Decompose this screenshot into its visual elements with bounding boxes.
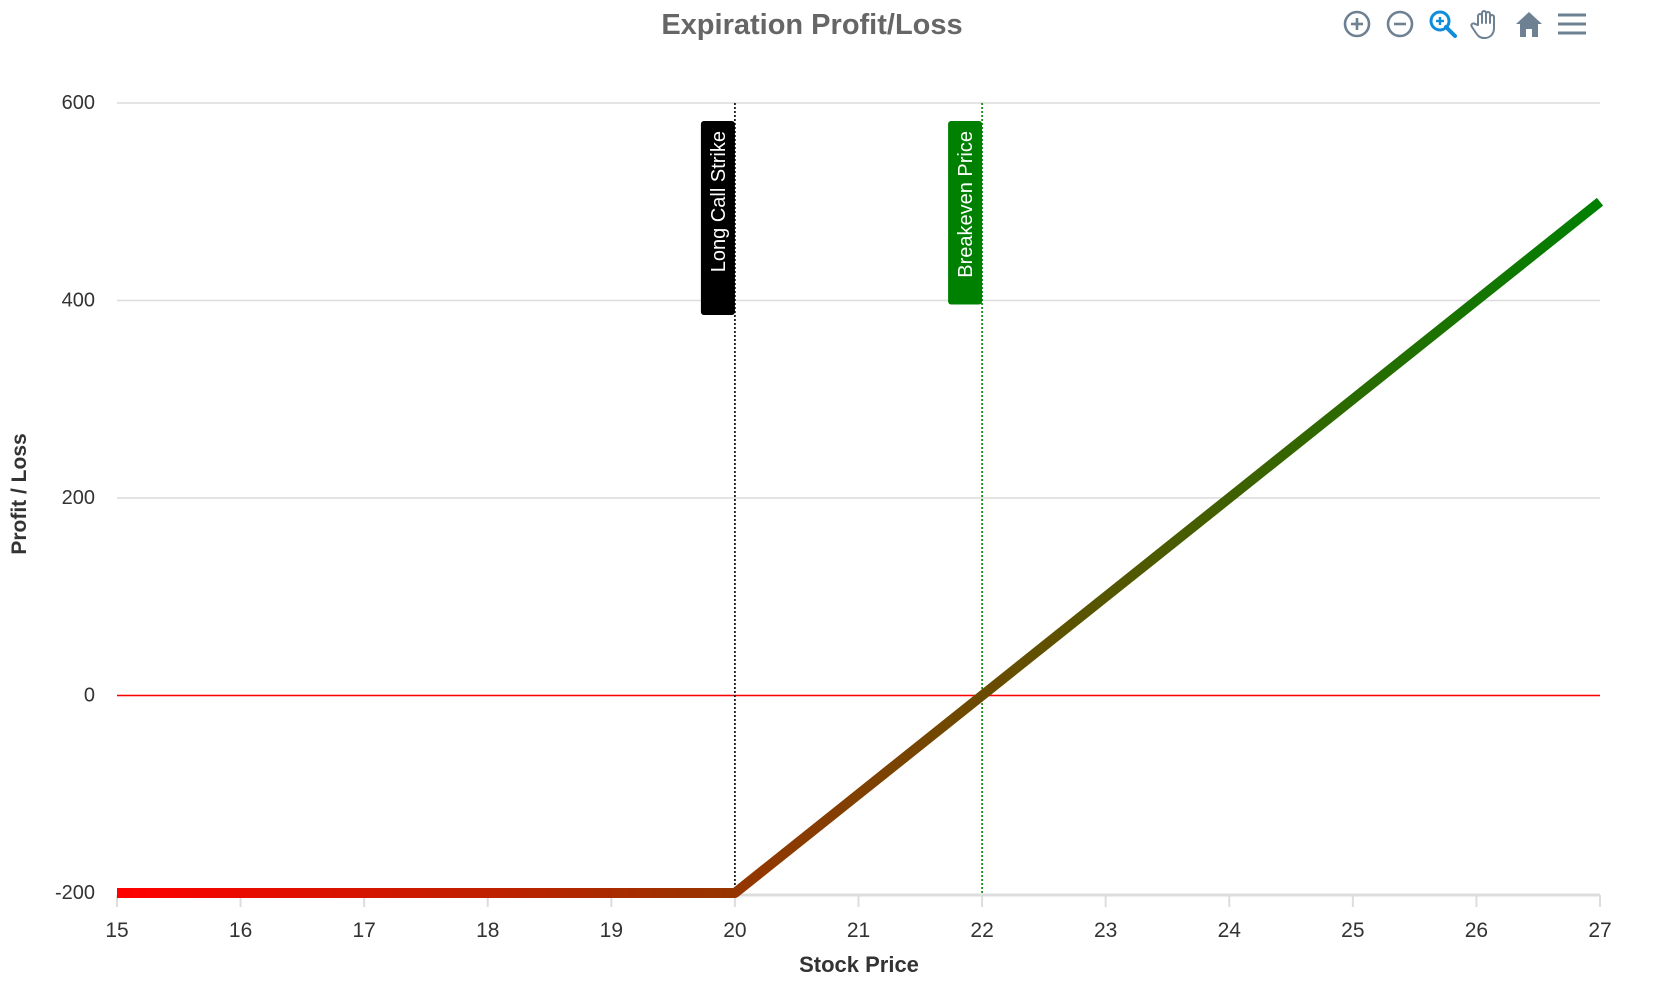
grid-lines: [117, 102, 1600, 697]
reference-label: Breakeven Price: [955, 131, 977, 278]
chart-toolbar: [1340, 6, 1598, 42]
x-axis: 15 16 17 18 19 20 21 22 23 24 25 26 27: [105, 893, 1612, 942]
y-axis-label: Profit / Loss: [8, 433, 31, 554]
x-tick-label: 17: [352, 919, 375, 942]
x-tick-label: 19: [600, 919, 623, 942]
x-tick-label: 23: [1094, 919, 1117, 942]
zoom-selection-icon[interactable]: [1426, 7, 1460, 41]
x-tick-label: 18: [476, 919, 499, 942]
x-tick-label: 16: [229, 919, 252, 942]
home-reset-icon[interactable]: [1512, 7, 1546, 41]
reference-labels: Long Call Strike Breakeven Price: [700, 121, 983, 315]
reference-label-box: [700, 121, 735, 315]
zoom-out-icon[interactable]: [1383, 7, 1417, 41]
y-tick-label: 0: [84, 685, 95, 707]
reference-label-box: [948, 121, 983, 305]
zoom-in-icon[interactable]: [1340, 7, 1374, 41]
reference-lines: [117, 103, 1600, 893]
x-tick-label: 25: [1341, 919, 1364, 942]
reference-label: Long Call Strike: [708, 131, 730, 272]
pan-hand-icon[interactable]: [1469, 7, 1503, 41]
y-tick-label: 600: [62, 92, 95, 114]
x-tick-label: 22: [970, 919, 993, 942]
chart-title: Expiration Profit/Loss: [661, 9, 962, 41]
menu-icon[interactable]: [1555, 7, 1589, 41]
x-tick-label: 20: [723, 919, 746, 942]
x-tick-label: 26: [1465, 919, 1488, 942]
x-tick-label: 21: [847, 919, 870, 942]
x-axis-label: Stock Price: [799, 952, 919, 977]
x-tick-label: 27: [1588, 919, 1611, 942]
y-tick-label: 200: [62, 487, 95, 509]
series-layer: [117, 197, 1604, 898]
y-tick-label: -200: [55, 882, 95, 904]
x-tick-label: 15: [105, 919, 128, 942]
profit-loss-line: [117, 197, 1604, 898]
y-axis: -200 0 200 400 600: [55, 92, 95, 904]
y-tick-label: 400: [62, 290, 95, 312]
x-tick-label: 24: [1218, 919, 1242, 942]
